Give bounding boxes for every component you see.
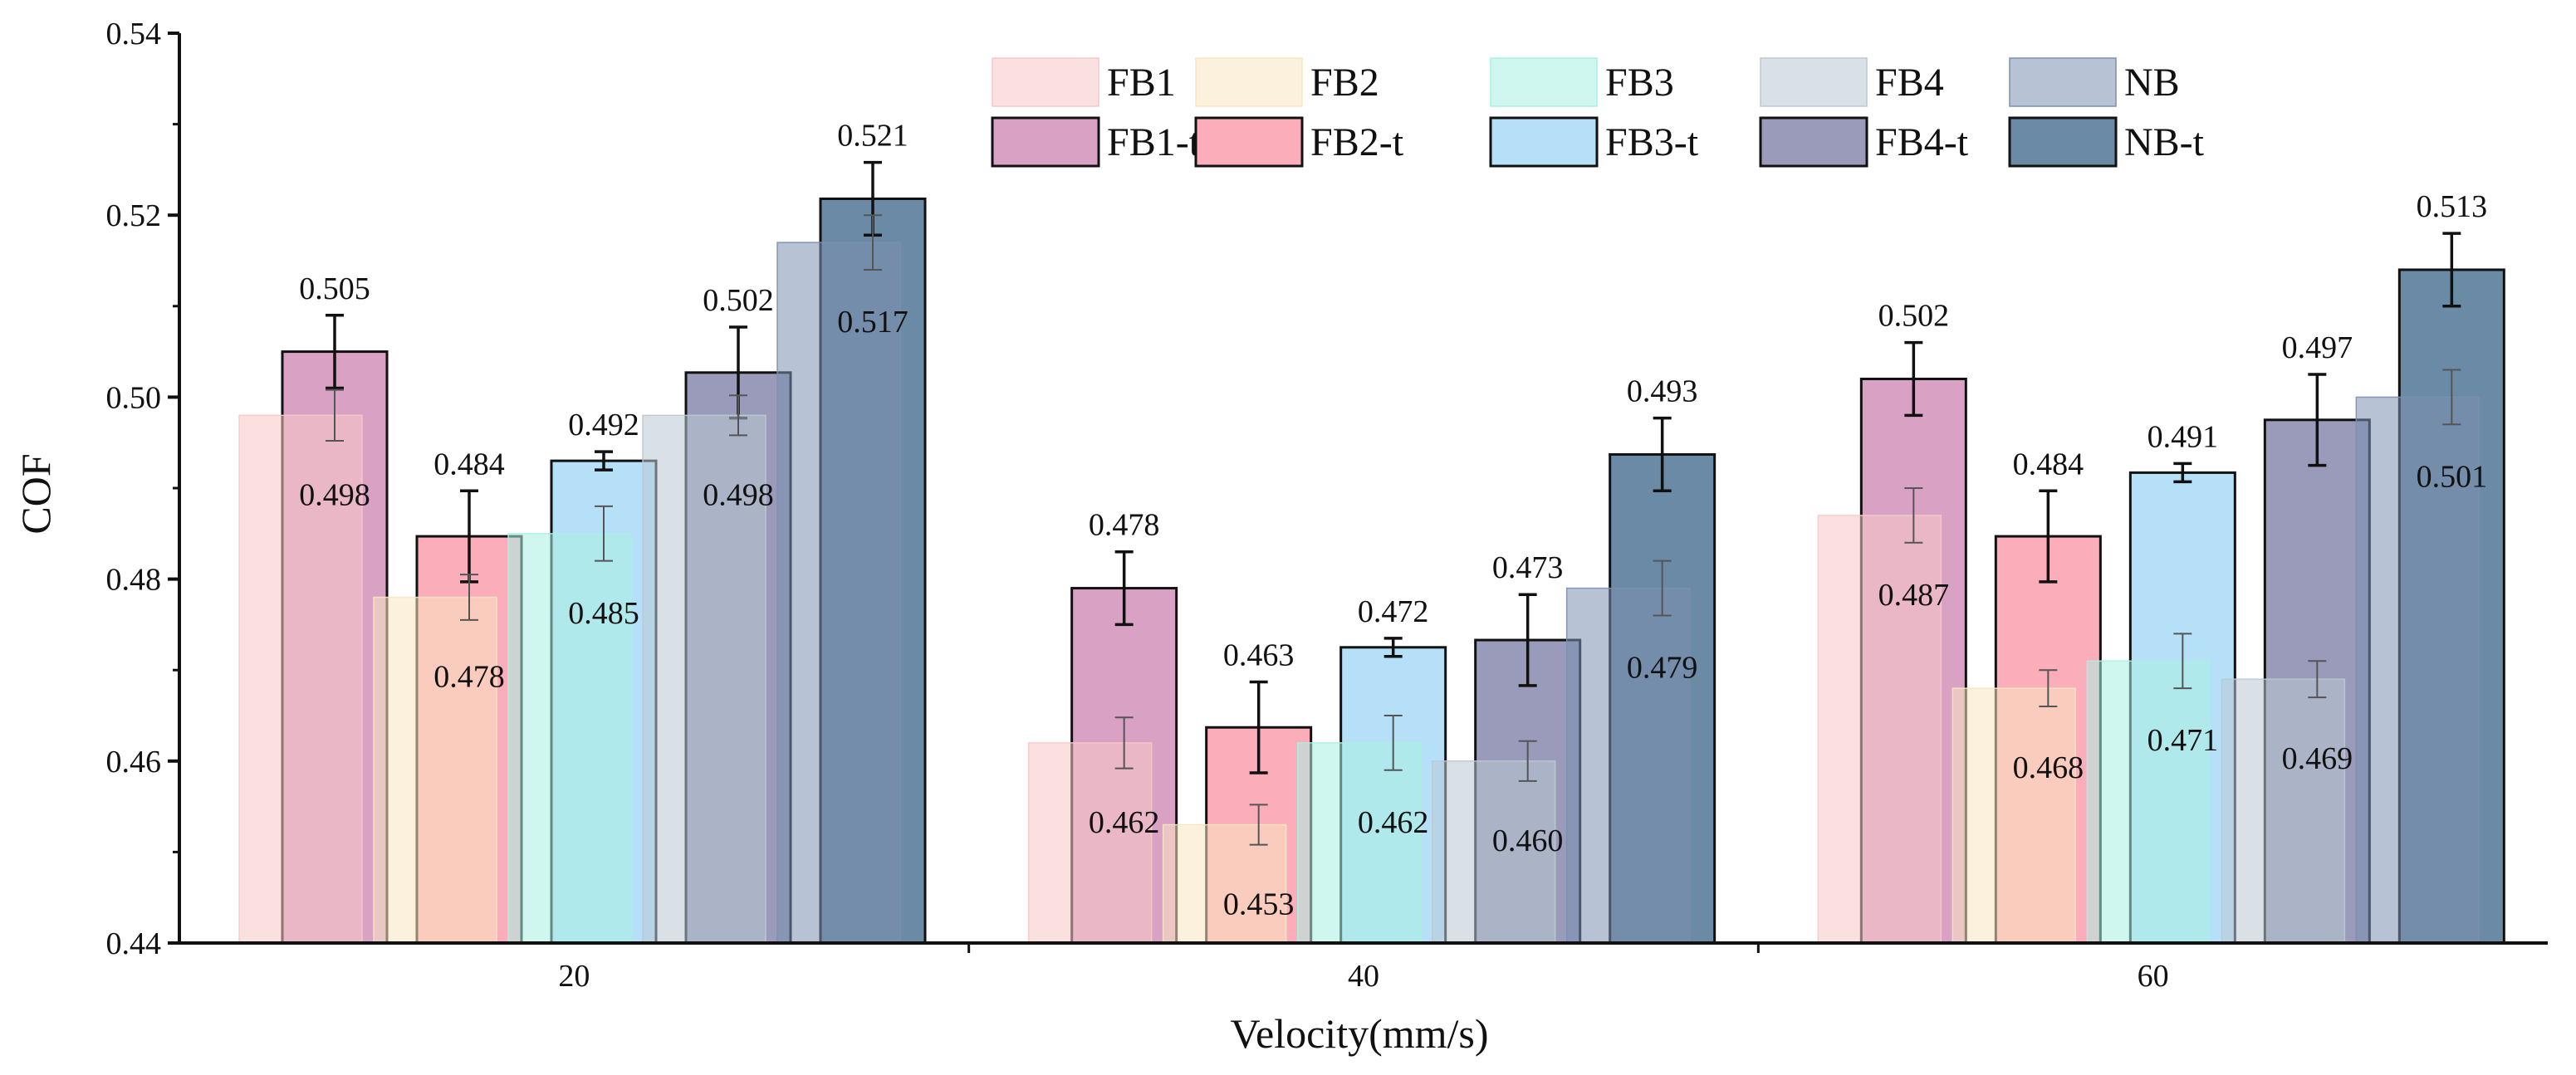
legend-label-FB1-t: FB1-t <box>1107 120 1201 164</box>
legend-label-FB2: FB2 <box>1310 61 1379 105</box>
data-label-FB1-40: 0.462 <box>1089 805 1160 840</box>
data-label-FB3-t-40: 0.472 <box>1358 594 1429 629</box>
legend-label-FB3-t: FB3-t <box>1605 120 1699 164</box>
legend-swatch-NB-t <box>2008 116 2118 168</box>
bar-FB2-60 <box>1952 687 2077 944</box>
y-axis-title: COF <box>12 453 59 534</box>
data-label-FB3-t-20: 0.492 <box>568 408 639 442</box>
data-label-FB3-t-60: 0.491 <box>2147 419 2219 454</box>
legend: FB1 FB2 FB3 FB4 NB FB1-t FB2-t FB3-t FB4-t NB-t <box>991 57 2205 168</box>
data-label-FB3-60: 0.471 <box>2147 723 2219 758</box>
data-label-FB4-60: 0.469 <box>2282 741 2353 776</box>
bar-FB3-60 <box>2086 660 2211 944</box>
data-label-FB2-60: 0.468 <box>2013 750 2084 785</box>
data-label-NB-60: 0.501 <box>2417 459 2488 494</box>
legend-swatch-FB1-t <box>991 116 1100 168</box>
data-label-FB4-40: 0.460 <box>1492 823 1564 858</box>
legend-label-FB1: FB1 <box>1107 61 1176 105</box>
bar-FB4-20 <box>642 414 766 944</box>
bar-FB4-60 <box>2221 678 2346 944</box>
legend-swatch-FB1 <box>992 57 1099 107</box>
bars-layer <box>238 160 2505 945</box>
data-label-NB-t-20: 0.521 <box>837 119 908 154</box>
y-tick-label: 0.46 <box>106 745 162 779</box>
data-label-FB4-20: 0.498 <box>703 477 774 512</box>
legend-swatch-FB2 <box>1195 57 1303 107</box>
data-label-FB2-40: 0.453 <box>1223 887 1295 922</box>
data-label-FB1-t-40: 0.478 <box>1089 508 1160 543</box>
y-tick-label: 0.48 <box>106 563 162 598</box>
legend-label-FB2-t: FB2-t <box>1310 120 1404 164</box>
bar-FB3-40 <box>1296 742 1422 944</box>
data-label-FB2-t-40: 0.463 <box>1223 638 1295 672</box>
data-label-FB3-40: 0.462 <box>1358 805 1429 840</box>
data-labels-layer: 0.505 0.484 0.492 0.502 0.521 0.498 0.478 0.485… <box>299 119 2487 922</box>
legend-label-NB-t: NB-t <box>2124 120 2205 164</box>
legend-swatch-NB <box>2009 57 2117 107</box>
data-label-FB4-t-40: 0.473 <box>1492 550 1564 585</box>
y-tick-label: 0.54 <box>106 17 162 51</box>
y-tick-label: 0.50 <box>106 380 162 415</box>
data-label-NB-t-40: 0.493 <box>1627 374 1698 409</box>
bar-NB-20 <box>776 242 901 944</box>
x-tick-label: 60 <box>2138 959 2169 994</box>
data-label-FB4-t-20: 0.502 <box>703 283 774 318</box>
data-label-FB2-t-20: 0.484 <box>433 447 505 481</box>
data-label-NB-20: 0.517 <box>837 305 908 340</box>
data-label-FB1-20: 0.498 <box>299 477 370 512</box>
data-label-FB1-60: 0.487 <box>1878 578 1950 613</box>
bar-FB1-20 <box>238 414 363 944</box>
legend-label-FB4-t: FB4-t <box>1875 120 1969 164</box>
bar-FB2-20 <box>373 596 497 944</box>
bar-NB-40 <box>1565 587 1691 944</box>
legend-swatch-FB2-t <box>1194 116 1304 168</box>
legend-swatch-FB4 <box>1760 57 1868 107</box>
data-label-FB2-t-60: 0.484 <box>2013 447 2084 481</box>
x-tick-label: 20 <box>558 959 590 994</box>
data-label-FB3-20: 0.485 <box>568 596 639 631</box>
legend-label-FB4: FB4 <box>1875 61 1944 105</box>
data-label-NB-t-60: 0.513 <box>2417 189 2488 224</box>
x-tick-label: 40 <box>1348 959 1379 994</box>
bar-FB1-40 <box>1027 742 1153 944</box>
legend-swatch-FB4-t <box>1759 116 1868 168</box>
data-label-NB-40: 0.479 <box>1627 651 1698 686</box>
data-label-FB4-t-60: 0.497 <box>2282 330 2353 365</box>
bar-NB-60 <box>2355 396 2481 944</box>
legend-label-NB: NB <box>2124 61 2180 105</box>
y-tick-label: 0.52 <box>106 198 162 233</box>
bar-FB3-20 <box>507 533 632 944</box>
y-tick-label: 0.44 <box>106 926 162 961</box>
bar-FB4-40 <box>1431 760 1556 944</box>
data-label-FB2-20: 0.478 <box>433 660 505 695</box>
legend-swatch-FB3-t <box>1489 116 1599 168</box>
legend-swatch-FB3 <box>1490 57 1598 107</box>
data-label-FB1-t-20: 0.505 <box>299 271 370 306</box>
bar-FB2-40 <box>1162 823 1287 944</box>
axes-layer: 0.44 0.46 0.48 0.50 0.52 0.54 20 40 60 <box>106 17 2548 994</box>
data-label-FB1-t-60: 0.502 <box>1878 299 1950 334</box>
legend-label-FB3: FB3 <box>1605 61 1674 105</box>
x-axis-title: Velocity(mm/s) <box>1230 1010 1488 1057</box>
